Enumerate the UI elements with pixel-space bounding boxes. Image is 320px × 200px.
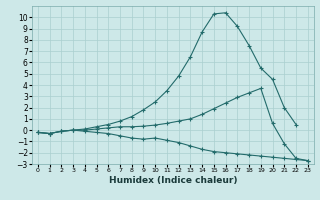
X-axis label: Humidex (Indice chaleur): Humidex (Indice chaleur) <box>108 176 237 185</box>
